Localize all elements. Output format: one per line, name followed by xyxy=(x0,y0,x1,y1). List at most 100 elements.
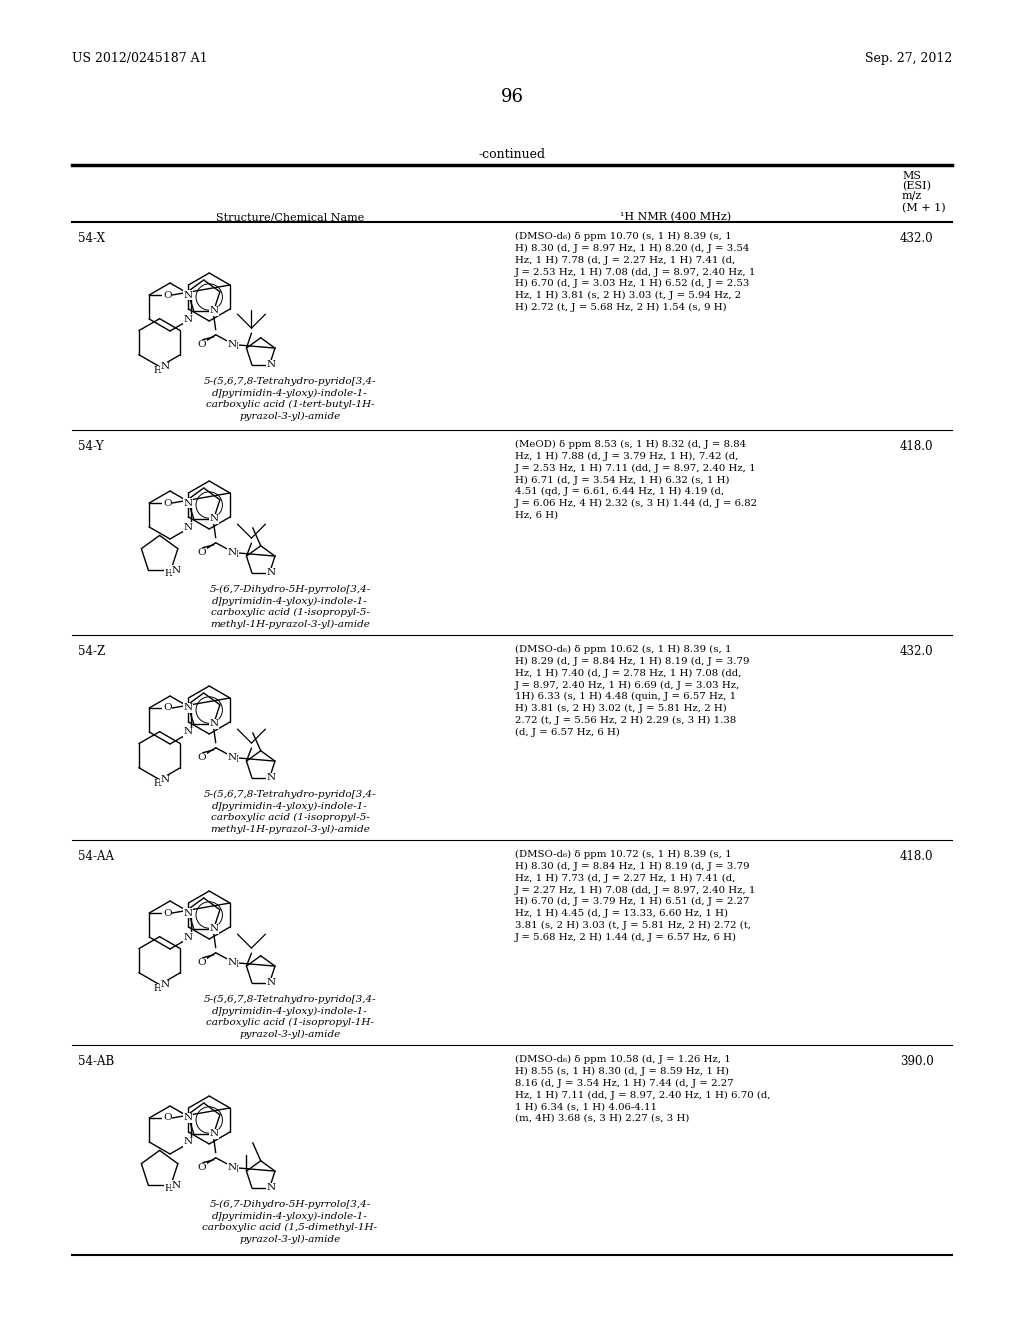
Text: H: H xyxy=(164,569,172,578)
Text: Hz, 1 H) 3.81 (s, 2 H) 3.03 (t, J = 5.94 Hz, 2: Hz, 1 H) 3.81 (s, 2 H) 3.03 (t, J = 5.94… xyxy=(515,290,741,300)
Text: N: N xyxy=(183,290,193,300)
Text: N: N xyxy=(267,360,276,370)
Text: N: N xyxy=(183,727,193,737)
Text: O: O xyxy=(163,290,172,300)
Text: 54-Y: 54-Y xyxy=(78,440,103,453)
Text: O: O xyxy=(198,548,206,557)
Text: N: N xyxy=(227,548,237,557)
Text: Hz, 1 H) 4.45 (d, J = 13.33, 6.60 Hz, 1 H): Hz, 1 H) 4.45 (d, J = 13.33, 6.60 Hz, 1 … xyxy=(515,909,728,919)
Text: carboxylic acid (1-tert-butyl-1H-: carboxylic acid (1-tert-butyl-1H- xyxy=(206,400,375,409)
Text: 2.72 (t, J = 5.56 Hz, 2 H) 2.29 (s, 3 H) 1.38: 2.72 (t, J = 5.56 Hz, 2 H) 2.29 (s, 3 H)… xyxy=(515,715,736,725)
Text: 5-(5,6,7,8-Tetrahydro-pyrido[3,4-: 5-(5,6,7,8-Tetrahydro-pyrido[3,4- xyxy=(204,378,376,387)
Text: 5-(6,7-Dihydro-5H-pyrrolo[3,4-: 5-(6,7-Dihydro-5H-pyrrolo[3,4- xyxy=(209,1200,371,1209)
Text: 96: 96 xyxy=(501,88,523,106)
Text: carboxylic acid (1,5-dimethyl-1H-: carboxylic acid (1,5-dimethyl-1H- xyxy=(203,1224,378,1232)
Text: H) 8.30 (d, J = 8.97 Hz, 1 H) 8.20 (d, J = 3.54: H) 8.30 (d, J = 8.97 Hz, 1 H) 8.20 (d, J… xyxy=(515,244,750,253)
Text: H: H xyxy=(230,960,239,969)
Text: N: N xyxy=(267,569,276,577)
Text: N: N xyxy=(160,362,169,371)
Text: H) 6.70 (d, J = 3.03 Hz, 1 H) 6.52 (d, J = 2.53: H) 6.70 (d, J = 3.03 Hz, 1 H) 6.52 (d, J… xyxy=(515,280,750,288)
Text: carboxylic acid (1-isopropyl-5-: carboxylic acid (1-isopropyl-5- xyxy=(211,813,370,822)
Text: carboxylic acid (1-isopropyl-5-: carboxylic acid (1-isopropyl-5- xyxy=(211,609,370,618)
Text: N: N xyxy=(267,1184,276,1192)
Text: N: N xyxy=(183,908,193,917)
Text: MS: MS xyxy=(902,172,921,181)
Text: N: N xyxy=(267,774,276,783)
Text: N: N xyxy=(171,1180,180,1189)
Text: H) 3.81 (s, 2 H) 3.02 (t, J = 5.81 Hz, 2 H): H) 3.81 (s, 2 H) 3.02 (t, J = 5.81 Hz, 2… xyxy=(515,704,727,713)
Text: H) 6.70 (d, J = 3.79 Hz, 1 H) 6.51 (d, J = 2.27: H) 6.70 (d, J = 3.79 Hz, 1 H) 6.51 (d, J… xyxy=(515,898,750,907)
Text: Hz, 1 H) 7.88 (d, J = 3.79 Hz, 1 H), 7.42 (d,: Hz, 1 H) 7.88 (d, J = 3.79 Hz, 1 H), 7.4… xyxy=(515,451,738,461)
Text: 418.0: 418.0 xyxy=(900,440,934,453)
Text: J = 5.68 Hz, 2 H) 1.44 (d, J = 6.57 Hz, 6 H): J = 5.68 Hz, 2 H) 1.44 (d, J = 6.57 Hz, … xyxy=(515,933,737,941)
Text: (m, 4H) 3.68 (s, 3 H) 2.27 (s, 3 H): (m, 4H) 3.68 (s, 3 H) 2.27 (s, 3 H) xyxy=(515,1114,689,1123)
Text: N: N xyxy=(160,981,169,989)
Text: pyrazol-3-yl)-amide: pyrazol-3-yl)-amide xyxy=(240,412,341,421)
Text: 1H) 6.33 (s, 1 H) 4.48 (quin, J = 6.57 Hz, 1: 1H) 6.33 (s, 1 H) 4.48 (quin, J = 6.57 H… xyxy=(515,692,736,701)
Text: d]pyrimidin-4-yloxy)-indole-1-: d]pyrimidin-4-yloxy)-indole-1- xyxy=(212,801,368,810)
Text: methyl-1H-pyrazol-3-yl)-amide: methyl-1H-pyrazol-3-yl)-amide xyxy=(210,825,370,834)
Text: N: N xyxy=(183,314,193,323)
Text: N: N xyxy=(183,1114,193,1122)
Text: O: O xyxy=(198,958,206,968)
Text: O: O xyxy=(163,908,172,917)
Text: 390.0: 390.0 xyxy=(900,1055,934,1068)
Text: N: N xyxy=(183,704,193,713)
Text: O: O xyxy=(163,1114,172,1122)
Text: 54-AA: 54-AA xyxy=(78,850,114,863)
Text: (DMSO-d₆) δ ppm 10.72 (s, 1 H) 8.39 (s, 1: (DMSO-d₆) δ ppm 10.72 (s, 1 H) 8.39 (s, … xyxy=(515,850,731,859)
Text: N: N xyxy=(227,1163,237,1172)
Text: 4.51 (qd, J = 6.61, 6.44 Hz, 1 H) 4.19 (d,: 4.51 (qd, J = 6.61, 6.44 Hz, 1 H) 4.19 (… xyxy=(515,487,724,496)
Text: J = 2.53 Hz, 1 H) 7.11 (dd, J = 8.97, 2.40 Hz, 1: J = 2.53 Hz, 1 H) 7.11 (dd, J = 8.97, 2.… xyxy=(515,463,757,473)
Text: H: H xyxy=(164,1184,172,1193)
Text: Structure/Chemical Name: Structure/Chemical Name xyxy=(216,213,365,222)
Text: 54-AB: 54-AB xyxy=(78,1055,115,1068)
Text: (DMSO-d₆) δ ppm 10.58 (d, J = 1.26 Hz, 1: (DMSO-d₆) δ ppm 10.58 (d, J = 1.26 Hz, 1 xyxy=(515,1055,731,1064)
Text: 432.0: 432.0 xyxy=(900,645,934,657)
Text: pyrazol-3-yl)-amide: pyrazol-3-yl)-amide xyxy=(240,1030,341,1039)
Text: O: O xyxy=(198,754,206,762)
Text: Hz, 1 H) 7.78 (d, J = 2.27 Hz, 1 H) 7.41 (d,: Hz, 1 H) 7.78 (d, J = 2.27 Hz, 1 H) 7.41… xyxy=(515,256,735,265)
Text: N: N xyxy=(227,958,237,968)
Text: Hz, 1 H) 7.11 (dd, J = 8.97, 2.40 Hz, 1 H) 6.70 (d,: Hz, 1 H) 7.11 (dd, J = 8.97, 2.40 Hz, 1 … xyxy=(515,1090,770,1100)
Text: US 2012/0245187 A1: US 2012/0245187 A1 xyxy=(72,51,208,65)
Text: N: N xyxy=(209,515,218,523)
Text: Sep. 27, 2012: Sep. 27, 2012 xyxy=(864,51,952,65)
Text: N: N xyxy=(183,499,193,507)
Text: 3.81 (s, 2 H) 3.03 (t, J = 5.81 Hz, 2 H) 2.72 (t,: 3.81 (s, 2 H) 3.03 (t, J = 5.81 Hz, 2 H)… xyxy=(515,921,751,929)
Text: O: O xyxy=(198,1163,206,1172)
Text: 418.0: 418.0 xyxy=(900,850,934,863)
Text: N: N xyxy=(183,1138,193,1147)
Text: H) 2.72 (t, J = 5.68 Hz, 2 H) 1.54 (s, 9 H): H) 2.72 (t, J = 5.68 Hz, 2 H) 1.54 (s, 9… xyxy=(515,302,727,312)
Text: N: N xyxy=(183,523,193,532)
Text: 5-(5,6,7,8-Tetrahydro-pyrido[3,4-: 5-(5,6,7,8-Tetrahydro-pyrido[3,4- xyxy=(204,789,376,799)
Text: -continued: -continued xyxy=(478,148,546,161)
Text: O: O xyxy=(198,341,206,350)
Text: (DMSO-d₆) δ ppm 10.70 (s, 1 H) 8.39 (s, 1: (DMSO-d₆) δ ppm 10.70 (s, 1 H) 8.39 (s, … xyxy=(515,232,731,242)
Text: N: N xyxy=(209,719,218,729)
Text: N: N xyxy=(209,924,218,933)
Text: 54-X: 54-X xyxy=(78,232,105,246)
Text: ¹H NMR (400 MHz): ¹H NMR (400 MHz) xyxy=(620,213,731,222)
Text: N: N xyxy=(209,306,218,315)
Text: H: H xyxy=(230,1166,239,1175)
Text: O: O xyxy=(163,704,172,713)
Text: H: H xyxy=(230,550,239,560)
Text: 5-(5,6,7,8-Tetrahydro-pyrido[3,4-: 5-(5,6,7,8-Tetrahydro-pyrido[3,4- xyxy=(204,995,376,1005)
Text: (d, J = 6.57 Hz, 6 H): (d, J = 6.57 Hz, 6 H) xyxy=(515,727,620,737)
Text: H) 8.29 (d, J = 8.84 Hz, 1 H) 8.19 (d, J = 3.79: H) 8.29 (d, J = 8.84 Hz, 1 H) 8.19 (d, J… xyxy=(515,657,750,665)
Text: N: N xyxy=(227,754,237,762)
Text: H: H xyxy=(154,985,162,993)
Text: pyrazol-3-yl)-amide: pyrazol-3-yl)-amide xyxy=(240,1234,341,1243)
Text: N: N xyxy=(160,775,169,784)
Text: 54-Z: 54-Z xyxy=(78,645,105,657)
Text: 5-(6,7-Dihydro-5H-pyrrolo[3,4-: 5-(6,7-Dihydro-5H-pyrrolo[3,4- xyxy=(209,585,371,594)
Text: N: N xyxy=(171,566,180,574)
Text: H: H xyxy=(230,342,239,351)
Text: Hz, 1 H) 7.73 (d, J = 2.27 Hz, 1 H) 7.41 (d,: Hz, 1 H) 7.73 (d, J = 2.27 Hz, 1 H) 7.41… xyxy=(515,874,735,883)
Text: d]pyrimidin-4-yloxy)-indole-1-: d]pyrimidin-4-yloxy)-indole-1- xyxy=(212,1006,368,1015)
Text: m/z: m/z xyxy=(902,191,923,201)
Text: 1 H) 6.34 (s, 1 H) 4.06-4.11: 1 H) 6.34 (s, 1 H) 4.06-4.11 xyxy=(515,1102,657,1111)
Text: (M + 1): (M + 1) xyxy=(902,203,945,214)
Text: Hz, 6 H): Hz, 6 H) xyxy=(515,511,558,520)
